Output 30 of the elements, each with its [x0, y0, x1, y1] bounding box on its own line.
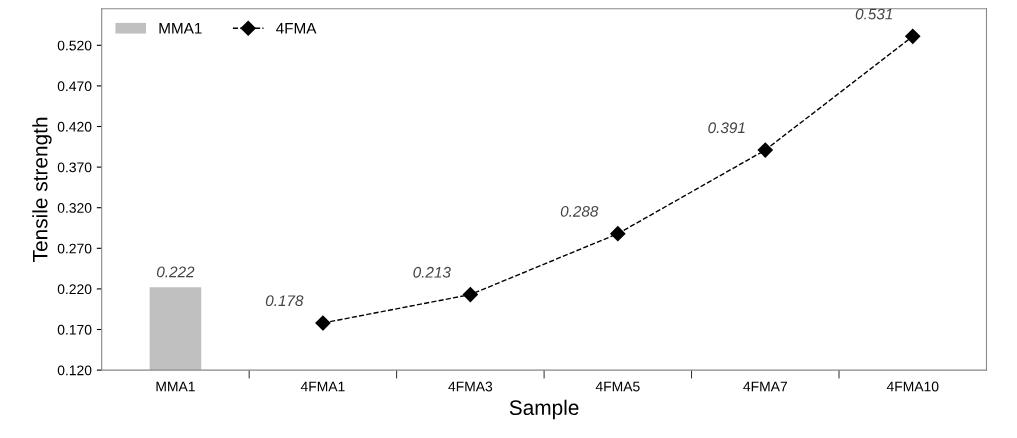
y-tick-label: 0.170 [57, 324, 92, 335]
point [905, 28, 921, 44]
x-tick-label: 4FMA5 [595, 381, 640, 392]
data-label: 0.213 [413, 266, 451, 278]
point [315, 315, 331, 331]
y-tick-label: 0.120 [57, 365, 92, 376]
point [610, 226, 626, 242]
x-tick-label: MMA1 [156, 381, 195, 392]
data-label: 0.178 [265, 295, 304, 307]
legend-label: 4FMA [276, 23, 317, 34]
point [462, 287, 478, 303]
y-tick-label: 0.220 [57, 284, 92, 295]
x-tick-label: 4FMA7 [743, 381, 787, 392]
data-label: 0.222 [156, 266, 195, 278]
y-axis-title: Tensile strength [32, 117, 52, 262]
y-tick-label: 0.270 [57, 243, 92, 254]
y-tick-label: 0.420 [57, 121, 92, 132]
point [757, 142, 773, 158]
x-tick-label: 4FMA3 [448, 381, 493, 392]
data-label: 0.288 [560, 205, 599, 217]
y-tick-label: 0.320 [57, 203, 92, 213]
y-tick-label: 0.520 [57, 40, 92, 51]
data-label: 0.391 [708, 122, 745, 134]
y-tick-label: 0.370 [57, 162, 92, 173]
data-label: 0.531 [855, 8, 893, 20]
y-tick-label: 0.470 [57, 81, 92, 92]
x-tick-label: 4FMA10 [886, 381, 939, 392]
x-axis-title: Sample [509, 399, 579, 420]
x-tick-label: 4FMA1 [300, 381, 345, 392]
legend-label: MMA1 [159, 23, 202, 34]
